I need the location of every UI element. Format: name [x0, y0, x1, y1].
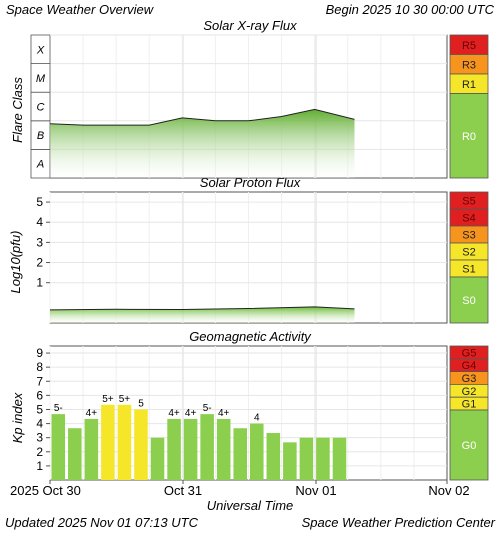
xray-area: [50, 109, 355, 178]
proton-ytick-label: 5: [36, 195, 43, 209]
kp-bar: [233, 428, 247, 480]
kp-bar: [84, 418, 99, 480]
scale-label-s1: S1: [462, 264, 475, 276]
scale-level-r0: [449, 93, 489, 179]
time-tick-label: Nov 01: [295, 483, 336, 498]
xray-panel: A B C M X R5 R3 R1 R0: [30, 34, 489, 179]
overview-title: Space Weather Overview: [6, 2, 155, 17]
kp-ytick-label: 9: [36, 346, 43, 360]
kp-ytick-label: 2: [36, 445, 43, 459]
scale-label-s5: S5: [462, 196, 475, 208]
flare-class-b: B: [37, 130, 44, 142]
kp-bar: [134, 409, 148, 480]
time-tick-label: 2025 Oct 30: [10, 483, 81, 498]
kp-bar-label: 5-: [203, 403, 212, 414]
kp-bar: [150, 437, 165, 480]
scale-label-s0: S0: [462, 295, 475, 307]
kp-ytick-label: 5: [36, 402, 43, 416]
kp-bar-label: 5+: [119, 394, 131, 405]
geomag-ylabel: Kp index: [10, 392, 25, 443]
kp-bar-label: 4+: [218, 408, 230, 419]
kp-bar: [316, 437, 330, 480]
scale-label-g4: G4: [462, 360, 477, 372]
scale-label-s2: S2: [462, 247, 475, 259]
proton-ytick-label: 2: [36, 256, 43, 270]
flare-class-m: M: [36, 73, 46, 85]
scale-level-g0: [449, 409, 489, 481]
time-tick-label: Nov 02: [428, 483, 469, 498]
kp-bar: [332, 437, 347, 480]
time-axis: 2025 Oct 30 Oct 31 Nov 01 Nov 02: [10, 480, 470, 498]
kp-bar: [299, 437, 314, 480]
kp-bar-label: 4: [254, 413, 260, 424]
scale-label-g3: G3: [462, 373, 477, 385]
kp-bar: [266, 433, 281, 480]
updated-timestamp: Updated 2025 Nov 01 07:13 UTC: [5, 515, 199, 530]
kp-ytick-label: 3: [36, 431, 43, 445]
flare-class-c: C: [37, 102, 45, 114]
kp-bar-label: 4+: [86, 408, 98, 419]
kp-bar: [200, 414, 214, 480]
kp-bar-label: 5+: [102, 394, 114, 405]
kp-ytick-label: 8: [36, 360, 43, 374]
proton-title: Solar Proton Flux: [200, 175, 301, 190]
kp-bar: [283, 442, 297, 480]
scale-label-s3: S3: [462, 230, 475, 242]
proton-panel: 1 2 3 4 5 S5 S4 S3 S2 S1 S0: [36, 191, 489, 324]
proton-area: [50, 306, 355, 323]
proton-ylabel: Log10(pfu): [8, 231, 23, 294]
swpc-credit: Space Weather Prediction Center: [302, 515, 496, 530]
kp-bar: [250, 423, 264, 480]
scale-label-r5: R5: [462, 40, 476, 52]
geomag-title: Geomagnetic Activity: [189, 329, 312, 344]
scale-level-s0: [449, 276, 489, 324]
kp-ytick-label: 4: [36, 417, 43, 431]
kp-bar: [216, 418, 231, 480]
scale-label-r3: R3: [462, 59, 476, 71]
proton-ytick-label: 3: [36, 235, 43, 249]
xray-ylabel: Flare Class: [10, 77, 25, 143]
xray-line: [49, 108, 355, 126]
kp-bar: [68, 428, 82, 480]
kp-bar: [167, 418, 181, 480]
kp-ytick-label: 7: [36, 374, 43, 388]
scale-label-s4: S4: [462, 213, 475, 225]
xaxis-label: Universal Time: [207, 498, 294, 513]
scale-label-r0: R0: [462, 131, 476, 143]
time-tick-label: Oct 31: [164, 483, 202, 498]
xray-title: Solar X-ray Flux: [203, 18, 297, 33]
kp-bar-label: 5-: [54, 403, 63, 414]
scale-label-g1: G1: [462, 399, 477, 411]
kp-ytick-label: 1: [36, 459, 43, 473]
proton-ytick-label: 4: [36, 215, 43, 229]
kp-bar: [183, 418, 198, 480]
scale-label-g5: G5: [462, 347, 477, 359]
kp-bar-label: 5: [138, 398, 144, 409]
kp-bar: [101, 404, 115, 480]
proton-ytick-label: 1: [36, 276, 43, 290]
kp-bar: [117, 404, 132, 480]
kp-bar: [51, 414, 66, 480]
scale-label-g0: G0: [462, 440, 477, 452]
flare-class-a: A: [36, 159, 44, 171]
kp-bar-label: 4+: [185, 408, 197, 419]
kp-ytick-label: 6: [36, 388, 43, 402]
flare-class-box: [30, 34, 51, 65]
scale-label-r1: R1: [462, 79, 476, 91]
flare-class-x: X: [36, 44, 45, 56]
proton-line: [49, 306, 355, 311]
begin-timestamp: Begin 2025 10 30 00:00 UTC: [326, 2, 495, 17]
kp-bar-label: 4+: [168, 408, 180, 419]
scale-label-g2: G2: [462, 386, 477, 398]
